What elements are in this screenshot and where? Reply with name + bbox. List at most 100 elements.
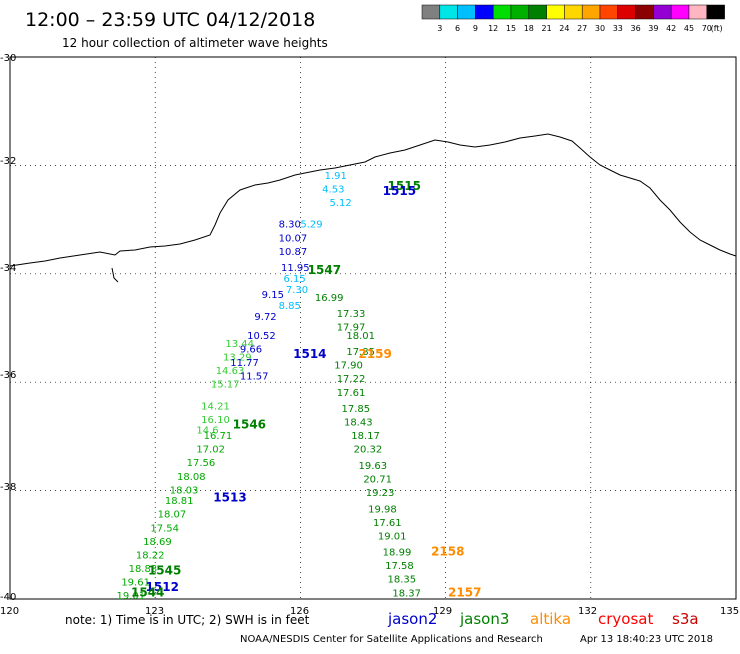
scale-label: 70 xyxy=(702,24,712,33)
wave-height-label: 8.30 xyxy=(279,220,301,231)
scale-label: 9 xyxy=(473,24,478,33)
wave-height-label: 17.85 xyxy=(342,404,371,415)
lat-label: -38 xyxy=(0,482,16,493)
color-swatch xyxy=(617,4,636,20)
footer-timestamp: Apr 13 18:40:23 UTC 2018 xyxy=(580,634,713,645)
wave-height-label: 19.01 xyxy=(378,531,407,542)
wave-height-label: 16.10 xyxy=(201,415,230,426)
color-swatch xyxy=(475,4,494,20)
color-swatch xyxy=(564,4,583,20)
coastline xyxy=(9,133,737,267)
wave-height-label: 19.01 xyxy=(116,591,145,602)
wave-height-label: 17.85 xyxy=(346,347,375,358)
wave-height-label: 18.01 xyxy=(346,331,375,342)
pass-time-label: 2159 xyxy=(358,347,391,361)
scale-label: 33 xyxy=(613,24,623,33)
scale-label: 45 xyxy=(684,24,694,33)
scale-label: 3 xyxy=(437,24,442,33)
wave-height-label: 6.15 xyxy=(283,274,305,285)
longitude-labels: 120 123 126 129 132 135 xyxy=(0,606,739,617)
color-swatch xyxy=(653,4,672,20)
wave-height-label: 18.03 xyxy=(170,485,199,496)
legend-altika: altika xyxy=(530,610,571,628)
color-swatch xyxy=(457,4,476,20)
scale-label: 21 xyxy=(542,24,552,33)
lon-label: 132 xyxy=(578,606,597,617)
lon-label: 135 xyxy=(720,606,739,617)
scale-unit: (ft) xyxy=(711,24,723,33)
color-swatch xyxy=(688,4,708,20)
wave-height-label: 18.07 xyxy=(158,510,187,521)
scale-label: 18 xyxy=(524,24,534,33)
wave-height-label: 17.02 xyxy=(196,445,225,456)
pass-time-label: 2158 xyxy=(431,545,464,559)
wave-height-label: 17.61 xyxy=(373,518,402,529)
lon-label: 123 xyxy=(145,606,164,617)
pass-time-label: 1515 xyxy=(388,179,421,193)
cape-outline xyxy=(111,267,119,283)
footnote: note: 1) Time is in UTC; 2) SWH is in fe… xyxy=(65,613,310,627)
latitude-labels: -30 -32 -34 -36 -38 -40 xyxy=(0,53,16,603)
wave-height-label: 19.63 xyxy=(358,461,387,472)
color-swatch xyxy=(581,4,601,20)
color-swatch xyxy=(492,4,512,20)
wave-height-label: 9.72 xyxy=(254,312,276,323)
wave-height-label: 10.87 xyxy=(279,247,308,258)
wave-height-label: 20.71 xyxy=(363,474,392,485)
pass-time-label: 1512 xyxy=(146,580,179,594)
color-swatch xyxy=(599,4,619,20)
wave-height-label: 1.91 xyxy=(325,171,347,182)
wave-height-label: 8.85 xyxy=(279,301,301,312)
wave-height-label: 15.17 xyxy=(211,380,240,391)
pass-time-label: 1546 xyxy=(233,417,266,431)
wave-height-label: 17.61 xyxy=(337,388,366,399)
wave-height-label: 18.43 xyxy=(344,418,373,429)
wave-height-label: 17.22 xyxy=(337,374,366,385)
wave-height-label: 19.61 xyxy=(121,577,150,588)
lon-label: 129 xyxy=(433,606,452,617)
wave-height-label: 16.99 xyxy=(315,293,344,304)
color-swatch xyxy=(510,4,530,20)
wave-height-label: 17.33 xyxy=(337,309,366,320)
pass-time-label: 1515 xyxy=(383,184,416,198)
scale-label: 6 xyxy=(455,24,460,33)
pass-time-label: 1547 xyxy=(308,263,341,277)
wave-height-label: 18.69 xyxy=(143,537,172,548)
wave-height-label: 13.29 xyxy=(223,353,252,364)
scale-label: 36 xyxy=(631,24,641,33)
scale-label: 30 xyxy=(595,24,605,33)
wave-height-label: 18.81 xyxy=(165,496,194,507)
map-title: 12:00 – 23:59 UTC 04/12/2018 xyxy=(25,9,315,31)
wave-height-label: 11.77 xyxy=(230,358,259,369)
scale-label: 15 xyxy=(506,24,516,33)
color-swatch xyxy=(635,4,654,20)
wave-height-label: 4.53 xyxy=(322,185,344,196)
wave-height-label: 7.30 xyxy=(286,285,308,296)
scale-label: 42 xyxy=(666,24,676,33)
wave-height-label: 18.17 xyxy=(351,431,380,442)
wave-height-label: 11.95 xyxy=(281,263,310,274)
map-subtitle: 12 hour collection of altimeter wave hei… xyxy=(62,36,328,50)
lat-label: -40 xyxy=(0,592,16,603)
wave-height-label: 17.58 xyxy=(385,561,414,572)
lat-label: -30 xyxy=(0,53,16,64)
scale-label: 24 xyxy=(559,24,569,33)
legend-jason3: jason3 xyxy=(459,610,509,628)
color-swatch xyxy=(546,4,565,20)
wave-height-label: 20.32 xyxy=(354,445,383,456)
wave-height-label: 18.35 xyxy=(388,575,417,586)
wave-height-label: 10.52 xyxy=(247,331,276,342)
footer-credit: NOAA/NESDIS Center for Satellite Applica… xyxy=(240,634,543,645)
pass-time-label: 2157 xyxy=(448,585,481,599)
pass-time-label: 1545 xyxy=(148,564,181,578)
lon-label: 120 xyxy=(0,606,19,617)
pass-time-label: 1513 xyxy=(213,490,246,504)
graticule xyxy=(10,57,736,599)
scale-label: 39 xyxy=(648,24,658,33)
wave-height-label: 17.97 xyxy=(337,323,366,334)
wave-height-label: 9.66 xyxy=(240,344,262,355)
lat-label: -32 xyxy=(0,156,16,167)
legend-s3a: s3a xyxy=(672,610,699,628)
wave-height-label: 5.29 xyxy=(300,220,322,231)
